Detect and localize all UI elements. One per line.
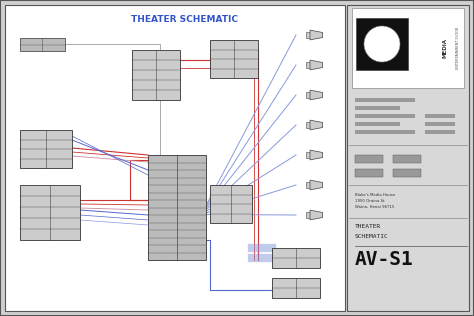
Bar bbox=[355, 169, 383, 177]
Text: Blake's Media House
1950 Oraina St
Waino, Henai 96715: Blake's Media House 1950 Oraina St Waino… bbox=[355, 193, 395, 209]
Bar bbox=[352, 8, 464, 88]
Bar bbox=[148, 155, 206, 260]
Bar bbox=[355, 155, 383, 163]
Bar bbox=[272, 278, 320, 298]
Polygon shape bbox=[310, 150, 323, 160]
Text: MEDIA: MEDIA bbox=[443, 38, 447, 58]
Bar bbox=[355, 122, 400, 126]
Bar bbox=[210, 185, 252, 223]
Bar bbox=[356, 18, 408, 70]
Text: THEATER: THEATER bbox=[355, 224, 381, 229]
Bar bbox=[393, 155, 421, 163]
Bar bbox=[425, 114, 455, 118]
Bar bbox=[393, 169, 421, 177]
Bar bbox=[355, 106, 400, 110]
Bar bbox=[20, 185, 80, 240]
Bar bbox=[347, 5, 469, 311]
Text: SCHEMATIC: SCHEMATIC bbox=[355, 234, 389, 239]
Polygon shape bbox=[310, 60, 323, 70]
Bar bbox=[132, 50, 180, 100]
Bar bbox=[307, 182, 310, 188]
Bar bbox=[307, 62, 310, 68]
Polygon shape bbox=[310, 120, 323, 130]
Bar bbox=[425, 130, 455, 134]
Polygon shape bbox=[310, 180, 323, 190]
Bar bbox=[307, 152, 310, 158]
Polygon shape bbox=[310, 90, 323, 100]
Bar bbox=[307, 212, 310, 218]
Bar bbox=[307, 122, 310, 128]
Bar bbox=[355, 98, 415, 102]
Text: THEATER SCHEMATIC: THEATER SCHEMATIC bbox=[131, 15, 238, 25]
Bar bbox=[272, 248, 320, 268]
Bar bbox=[210, 40, 258, 78]
Bar bbox=[425, 122, 455, 126]
Bar bbox=[20, 38, 65, 51]
Text: ENTERTAINMENT FLOOR: ENTERTAINMENT FLOOR bbox=[456, 27, 460, 69]
Bar bbox=[307, 32, 310, 38]
Bar bbox=[355, 114, 415, 118]
Text: AV-S1: AV-S1 bbox=[355, 250, 414, 269]
Bar bbox=[307, 92, 310, 98]
Circle shape bbox=[364, 26, 400, 62]
Bar bbox=[20, 130, 72, 168]
Bar bbox=[355, 130, 415, 134]
Polygon shape bbox=[310, 30, 323, 40]
Polygon shape bbox=[310, 210, 323, 220]
Bar bbox=[5, 5, 345, 311]
